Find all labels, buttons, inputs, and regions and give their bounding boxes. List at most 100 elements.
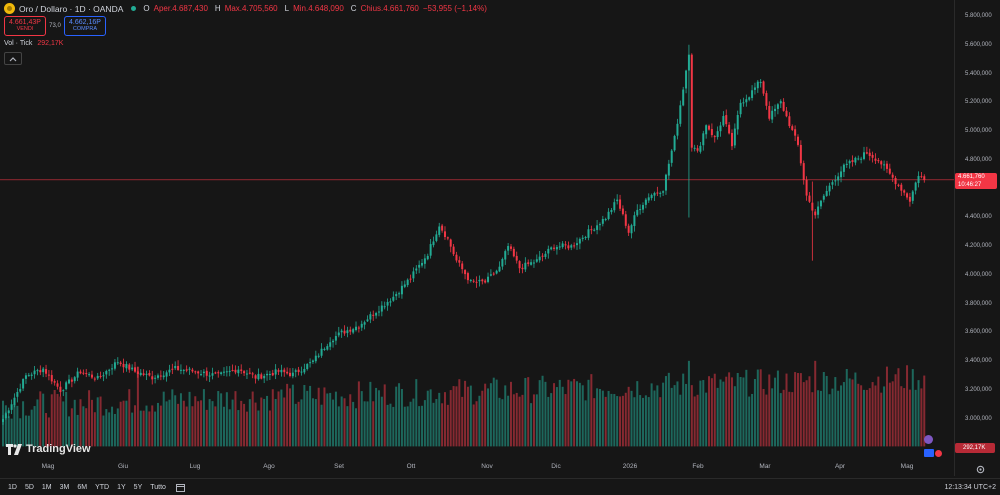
candle-body: [489, 274, 492, 276]
candle-body: [621, 208, 624, 215]
time-axis[interactable]: Mag Giu Lug Ago Set Ott Nov Dic 2026 Feb…: [0, 459, 954, 475]
candle-body: [349, 329, 352, 332]
volume-bar: [676, 381, 679, 447]
price-chart[interactable]: [0, 0, 954, 476]
volume-bar: [139, 410, 142, 447]
time-label: Mag: [41, 463, 55, 470]
candle-body: [656, 192, 659, 194]
volume-bar: [4, 405, 7, 447]
range-1m[interactable]: 1M: [41, 483, 52, 491]
candle-body: [524, 262, 527, 270]
candle-body: [403, 284, 406, 287]
volume-bar: [461, 396, 464, 447]
volume-bar: [68, 416, 71, 447]
candle-body: [194, 371, 197, 373]
candle-body: [550, 247, 553, 250]
candle-body: [808, 195, 811, 202]
volume-bar: [469, 385, 472, 447]
time-label: Set: [334, 463, 344, 470]
price-tick: 4.800,000: [965, 157, 992, 163]
volume-bar: [148, 411, 151, 447]
candle-body: [647, 197, 650, 201]
range-1y[interactable]: 1Y: [117, 483, 126, 491]
range-3m[interactable]: 3M: [59, 483, 70, 491]
gold-symbol-icon: [4, 3, 15, 14]
candle-body: [854, 157, 857, 163]
candle-body: [306, 363, 309, 370]
candle-body: [188, 368, 191, 370]
candle-body: [39, 370, 42, 373]
price-axis[interactable]: 5.800,000 5.600,000 5.400,000 5.200,000 …: [954, 0, 1000, 476]
volume-bar: [108, 412, 111, 447]
candle-body: [131, 367, 134, 370]
gear-icon[interactable]: [976, 465, 985, 474]
volume-bar: [159, 405, 162, 447]
volume-bar: [538, 380, 541, 447]
volume-bar: [837, 390, 840, 447]
candle-body: [289, 372, 291, 376]
candle-body: [136, 371, 139, 374]
volume-bar: [573, 378, 576, 447]
volume-bar: [555, 387, 558, 447]
volume-bar: [421, 405, 424, 447]
candle-body: [62, 390, 65, 392]
volume-bar: [914, 389, 917, 447]
candle-body: [699, 145, 702, 152]
range-6m[interactable]: 6M: [77, 483, 88, 491]
candle-body: [355, 326, 358, 331]
time-label: 2026: [622, 463, 638, 470]
volume-bar: [501, 399, 504, 447]
candle-body: [690, 54, 693, 148]
candle-body: [217, 372, 220, 374]
volume-bar: [116, 408, 119, 447]
chart-area[interactable]: [0, 0, 954, 476]
candle-body: [148, 373, 151, 376]
volume-bar: [495, 379, 498, 447]
candle-body: [409, 278, 412, 280]
candle-body: [547, 248, 550, 254]
volume-bar: [728, 372, 731, 447]
volume-bar: [168, 399, 171, 447]
sell-button[interactable]: 4.661,43P VENDI: [4, 16, 46, 36]
sell-price: 4.661,43P: [9, 19, 41, 27]
volume-bar: [894, 374, 897, 447]
volume-bar: [42, 393, 45, 447]
volume-bar: [762, 388, 765, 447]
calendar-icon[interactable]: [175, 483, 185, 492]
volume-bar: [225, 392, 228, 447]
candle-body: [240, 369, 243, 371]
volume-legend[interactable]: Vol · Tick 292,17K: [4, 40, 63, 47]
range-1d[interactable]: 1D: [8, 483, 17, 491]
candle-body: [593, 229, 596, 231]
clock[interactable]: 12:13:34 UTC+2: [944, 483, 996, 491]
candle-body: [619, 199, 622, 209]
range-ytd[interactable]: YTD: [95, 483, 110, 491]
buy-button[interactable]: 4.662,16P COMPRA: [64, 16, 106, 36]
candle-body: [604, 219, 607, 221]
volume-bar: [277, 391, 280, 447]
range-5y[interactable]: 5Y: [133, 483, 143, 491]
price-tick: 5.000,000: [965, 128, 992, 134]
volume-bar: [814, 360, 817, 447]
lightning-icon[interactable]: [924, 435, 933, 444]
range-5d[interactable]: 5D: [24, 483, 34, 491]
volume-bar: [630, 390, 633, 447]
collapse-legend-button[interactable]: [4, 52, 22, 65]
volume-bar: [309, 385, 312, 447]
volume-bar: [673, 385, 676, 447]
tradingview-logo[interactable]: TradingView: [6, 443, 91, 455]
event-badge-icon[interactable]: [935, 450, 942, 457]
candle-body: [532, 262, 535, 264]
candle-body: [461, 263, 464, 270]
volume-bar: [355, 408, 358, 447]
range-all[interactable]: Tutto: [150, 483, 166, 491]
candle-body: [291, 372, 294, 377]
time-label: Lug: [189, 463, 201, 470]
close-label: C: [350, 4, 357, 13]
volume-bar: [796, 373, 799, 447]
candle-body: [796, 136, 799, 145]
volume-bar: [128, 389, 131, 447]
candle-body: [205, 370, 208, 376]
candle-body: [765, 93, 768, 106]
symbol-title[interactable]: Oro / Dollaro · 1D · OANDA: [19, 3, 124, 14]
